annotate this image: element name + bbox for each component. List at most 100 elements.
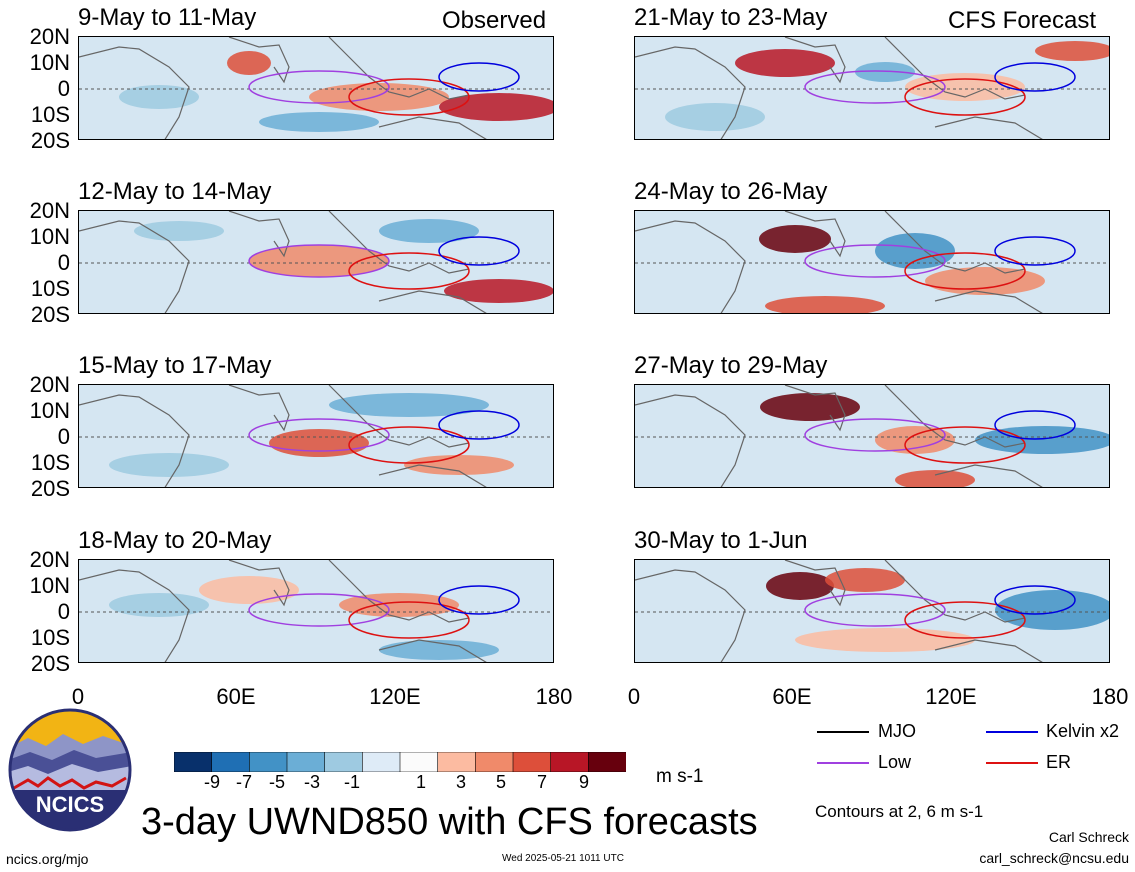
colorbar-tick: 7: [536, 772, 547, 792]
lat-label: 10N: [29, 573, 70, 598]
low-contour: [804, 418, 946, 452]
anomaly-shading: [735, 49, 835, 77]
map-panel: [78, 559, 554, 663]
lat-label: 10N: [29, 50, 70, 75]
colorbar-swatch: [437, 751, 477, 773]
anomaly-shading: [855, 62, 915, 82]
coastline-india: [784, 385, 846, 432]
colorbar-swatch: [211, 751, 251, 773]
footer-author: Carl Schreck: [1048, 829, 1129, 845]
lat-label: 20S: [30, 302, 70, 327]
observed-label: Observed: [442, 7, 547, 34]
anomaly-shading: [895, 470, 975, 487]
legend-er: ER: [1046, 752, 1072, 772]
anomaly-shading: [109, 593, 209, 617]
map-panel: [634, 559, 1110, 663]
lat-label: 0: [57, 424, 70, 449]
low-contour: [248, 244, 390, 278]
lon-label: 180: [535, 684, 573, 709]
lat-label: 20N: [29, 547, 70, 572]
panel-title-7: 18-May to 20-May: [78, 527, 272, 554]
colorbar: [173, 751, 627, 773]
colorbar-tick: 3: [455, 772, 466, 792]
kelvin-contour: [438, 585, 520, 615]
lat-label: 10S: [30, 625, 70, 650]
low-contour: [248, 418, 390, 452]
colorbar-swatch: [286, 751, 326, 773]
coastline-africa: [635, 46, 746, 139]
anomaly-shading: [404, 455, 514, 475]
anomaly-shading: [825, 568, 905, 592]
coastline-india: [228, 37, 290, 84]
lon-label: 180: [1091, 684, 1129, 709]
panel-title-1: 9-May to 11-May: [78, 4, 257, 31]
anomaly-shading: [119, 85, 199, 109]
coastline-india: [228, 385, 290, 432]
panel-title-6: 27-May to 29-May: [634, 352, 828, 379]
lon-label: 60E: [216, 684, 256, 709]
kelvin-contour: [438, 410, 520, 440]
coastline-australia: [934, 290, 1043, 313]
anomaly-shading: [665, 103, 765, 131]
colorbar-swatch: [324, 751, 364, 773]
coastline-maritime: [884, 211, 1026, 274]
er-contour: [348, 252, 470, 290]
coastline-australia: [378, 464, 487, 487]
lat-label: 20N: [29, 198, 70, 223]
coastline-australia: [378, 116, 487, 139]
coastline-australia: [378, 290, 487, 313]
footer-url: ncics.org/mjo: [6, 851, 89, 867]
panel-title-8: 30-May to 1-Jun: [634, 527, 808, 554]
lat-label: 20N: [29, 372, 70, 397]
anomaly-shading: [765, 296, 885, 313]
colorbar-swatch: [173, 751, 213, 773]
anomaly-shading: [760, 393, 860, 421]
coastline-india: [228, 211, 290, 258]
er-line-swatch: [986, 762, 1038, 764]
footer-email: carl_schreck@ncsu.edu: [979, 850, 1129, 866]
anomaly-shading: [379, 640, 499, 660]
low-line-swatch: [817, 762, 869, 764]
lat-label: 0: [57, 76, 70, 101]
anomaly-shading: [227, 51, 271, 75]
coastline-maritime: [328, 211, 470, 274]
coastline-africa: [635, 394, 746, 487]
er-contour: [904, 601, 1026, 639]
coastline-australia: [934, 464, 1043, 487]
er-contour: [904, 252, 1026, 290]
anomaly-shading: [134, 221, 224, 241]
lon-label: 60E: [772, 684, 812, 709]
colorbar-swatch: [249, 751, 288, 773]
panel-title-4: 24-May to 26-May: [634, 178, 828, 205]
forecast-label: CFS Forecast: [948, 7, 1097, 34]
coastline-africa: [79, 569, 190, 662]
er-contour: [904, 78, 1026, 116]
kelvin-line-swatch: [986, 731, 1038, 733]
colorbar-tick: -7: [235, 772, 252, 792]
coastline-africa: [635, 220, 746, 313]
colorbar-tick: 5: [495, 772, 506, 792]
coastline-india: [784, 211, 846, 258]
ncics-logo: NCICS: [8, 708, 132, 832]
colorbar-tick: -1: [343, 772, 360, 792]
main-title: 3-day UWND850 with CFS forecasts: [141, 801, 758, 843]
low-contour: [804, 70, 946, 104]
anomaly-shading: [379, 219, 479, 243]
colorbar-swatch: [399, 751, 439, 773]
coastline-maritime: [884, 560, 1026, 623]
anomaly-shading: [766, 572, 834, 600]
low-contour: [248, 593, 390, 627]
kelvin-contour: [994, 62, 1076, 92]
anomaly-shading: [759, 225, 831, 253]
coastline-maritime: [328, 560, 470, 623]
er-contour: [348, 601, 470, 639]
colorbar-units: m s-1: [656, 766, 704, 787]
lat-label: 20S: [30, 128, 70, 153]
anomaly-shading: [995, 590, 1109, 630]
kelvin-contour: [438, 236, 520, 266]
coastline-africa: [635, 569, 746, 662]
colorbar-tick: 1: [415, 772, 426, 792]
mjo-line-swatch: [817, 731, 869, 733]
low-contour: [804, 593, 946, 627]
colorbar-swatch: [550, 751, 590, 773]
